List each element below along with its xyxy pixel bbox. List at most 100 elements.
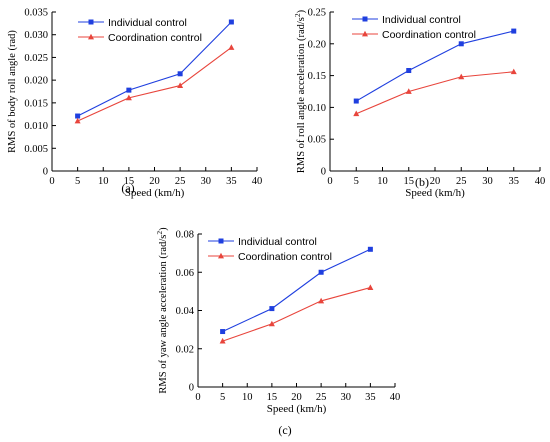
x-tick-label: 30	[482, 176, 493, 187]
data-point-individual	[75, 113, 81, 119]
y-tick-label: 0.10	[308, 103, 326, 114]
y-tick-label: 0.005	[24, 144, 48, 155]
x-tick-label: 30	[341, 392, 352, 403]
chart-panel-c: 0 5 10 15 20 25 30 35 40 0 0.02 0.04 0.06 0.08 Speed (…	[155, 227, 401, 437]
data-point-coordination	[367, 284, 374, 290]
legend-marker-square	[88, 19, 94, 25]
chart-panel-b: 0 5 10 15 20 25 30 35 40 0 0.05 0.10 0.15 0.20 0.25 Spe…	[293, 8, 546, 200]
series-line-individual	[222, 248, 371, 333]
x-tick-label: 40	[535, 176, 546, 187]
y-tick-label: 0	[43, 167, 48, 178]
y-tick-label: 0.15	[308, 71, 326, 82]
x-tick-label: 25	[456, 176, 467, 187]
legend-label: Individual control	[382, 14, 461, 26]
x-tick-label: 15	[267, 392, 278, 403]
x-tick-label: 30	[201, 176, 212, 187]
data-point-individual	[220, 329, 226, 335]
data-point-individual	[406, 68, 412, 74]
panel-label: (b)	[415, 175, 429, 189]
x-tick-label: 5	[75, 176, 80, 187]
x-tick-label: 20	[430, 176, 441, 187]
y-tick-label: 0.20	[308, 39, 326, 50]
data-point-individual	[353, 98, 359, 104]
y-tick-label: 0.020	[24, 76, 48, 87]
data-point-individual	[458, 41, 464, 47]
panel-label: (c)	[278, 423, 291, 437]
y-tick-label: 0.25	[308, 8, 326, 19]
legend-marker-triangle	[362, 30, 368, 37]
y-tick-label: 0.08	[176, 230, 194, 241]
x-tick-label: 15	[124, 176, 135, 187]
data-point-individual	[511, 28, 517, 34]
x-tick-label: 10	[377, 176, 388, 187]
legend-label: Coordination control	[108, 32, 202, 44]
y-tick-label: 0.025	[24, 53, 48, 64]
y-tick-label: 0.030	[24, 30, 48, 41]
series-line-individual	[355, 30, 514, 102]
panel-label: (a)	[121, 181, 134, 195]
data-point-coordination	[458, 73, 465, 80]
data-point-individual	[318, 269, 324, 275]
data-point-coordination	[177, 82, 184, 88]
x-tick-label: 5	[220, 392, 225, 403]
x-tick-label: 20	[149, 176, 160, 187]
legend-marker-square	[362, 16, 368, 22]
data-point-coordination	[219, 337, 226, 344]
y-axis-label: RMS of yaw angle acceleration (rad/s2)	[155, 227, 170, 394]
y-axis-label: RMS of roll angle acceleration (rad/s2)	[293, 9, 308, 173]
x-tick-label: 10	[98, 176, 109, 187]
x-axis-label: Speed (km/h)	[405, 187, 465, 199]
x-tick-label: 40	[390, 392, 401, 403]
data-point-coordination	[405, 88, 412, 94]
legend-label: Individual control	[238, 236, 317, 248]
y-tick-label: 0	[321, 167, 326, 178]
x-tick-label: 0	[327, 176, 332, 187]
data-point-coordination	[228, 44, 235, 50]
series-line-coordination	[222, 287, 371, 342]
y-axis-label: RMS of body roll angle (rad)	[7, 30, 18, 153]
chart-panel-a: 0 5 10 15 20 25 30 35 40 0 0.005 0.010 0.015 0.020 0.0…	[7, 8, 262, 200]
y-tick-label: 0.010	[24, 121, 48, 132]
x-tick-label: 5	[354, 176, 359, 187]
x-axis-label: Speed (km/h)	[267, 403, 327, 415]
y-tick-label: 0.02	[176, 344, 194, 355]
legend-label: Coordination control	[382, 29, 476, 41]
data-point-coordination	[353, 110, 360, 117]
series-line-coordination	[77, 46, 232, 122]
data-point-coordination	[74, 117, 81, 124]
y-tick-label: 0	[189, 383, 194, 394]
y-tick-label: 0.06	[176, 268, 194, 279]
data-point-individual	[367, 246, 373, 252]
data-point-individual	[177, 71, 183, 77]
data-point-individual	[126, 87, 132, 93]
data-point-coordination	[318, 297, 325, 304]
series-line-coordination	[356, 71, 514, 115]
y-tick-label: 0.035	[24, 8, 48, 19]
legend-label: Individual control	[108, 17, 187, 29]
data-point-coordination	[268, 320, 275, 327]
x-tick-label: 20	[291, 392, 302, 403]
y-tick-label: 0.015	[24, 98, 48, 109]
series-line-individual	[77, 21, 232, 117]
data-point-coordination	[125, 94, 132, 101]
x-tick-label: 0	[195, 392, 200, 403]
x-tick-label: 15	[404, 176, 415, 187]
data-point-coordination	[510, 68, 517, 75]
legend-marker-square	[218, 238, 224, 244]
legend-marker-triangle	[88, 33, 94, 40]
data-point-individual	[228, 19, 234, 25]
x-axis-label: Speed (km/h)	[125, 187, 185, 199]
x-tick-label: 35	[226, 176, 237, 187]
legend-marker-triangle	[218, 252, 224, 259]
data-point-individual	[269, 306, 275, 312]
x-tick-label: 10	[242, 392, 253, 403]
x-tick-label: 0	[49, 176, 54, 187]
x-tick-label: 35	[509, 176, 520, 187]
x-tick-label: 35	[365, 392, 376, 403]
legend-label: Coordination control	[238, 251, 332, 263]
y-tick-label: 0.05	[308, 135, 326, 146]
x-tick-label: 40	[252, 176, 263, 187]
x-tick-label: 25	[175, 176, 186, 187]
y-tick-label: 0.04	[176, 306, 195, 317]
